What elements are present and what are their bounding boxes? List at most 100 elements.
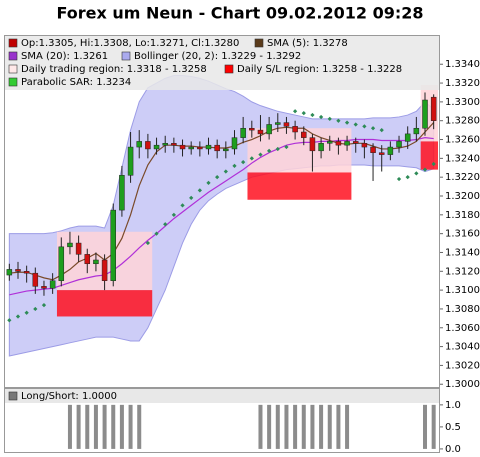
candle-body (301, 131, 307, 138)
candle-body (344, 141, 350, 146)
sar-dot (405, 175, 410, 180)
bar (119, 404, 124, 449)
candle-body (145, 141, 151, 150)
candle-body (249, 127, 255, 131)
sar-dot (145, 240, 151, 246)
legend-swatch (121, 51, 131, 61)
candle-body (430, 96, 437, 121)
candle-body (257, 129, 264, 135)
legend-swatch (254, 38, 264, 48)
legend-background (5, 36, 439, 90)
sl-region (420, 141, 438, 170)
candle-body (197, 146, 203, 150)
y-tick-label: 1.3200 (445, 191, 480, 202)
sar-dot (232, 163, 237, 169)
y-tick-label: 1.3120 (445, 266, 480, 277)
legend-label: Op:1.3305, Hi:1.3308, Lo:1.3271, Cl:1.32… (21, 38, 239, 49)
y-tick-label: 1.3280 (445, 116, 480, 127)
candle-body (93, 259, 99, 265)
bar (345, 404, 350, 449)
y-tick-label: 1.3040 (445, 342, 480, 353)
bar (76, 404, 81, 449)
y-tick-label: 1.3340 (445, 59, 480, 70)
sar-dot (267, 148, 272, 153)
candle-body (378, 152, 385, 155)
sar-dot (275, 146, 280, 152)
bar (319, 404, 324, 449)
legend-label: Bollinger (20, 2): 1.3229 - 1.3292 (134, 51, 301, 62)
sar-dot (189, 195, 194, 201)
sar-dot (154, 231, 159, 236)
candle-body (84, 254, 91, 265)
sar-dot (422, 167, 428, 172)
sar-dot (284, 144, 289, 150)
y-tick-label: 1.3180 (445, 210, 480, 221)
candle-body (283, 122, 290, 127)
bar (258, 404, 263, 449)
candle-body (119, 175, 125, 211)
candle-body (6, 269, 13, 276)
legend-swatch (8, 38, 18, 48)
sar-dot (396, 176, 402, 182)
bar (310, 404, 315, 449)
y-tick-label: 0.5 (445, 422, 461, 433)
sma20-line (9, 137, 434, 296)
y-tick-label: 1.3260 (445, 135, 480, 146)
candle-body (171, 143, 177, 146)
legend-background (5, 389, 439, 403)
y-tick-label: 1.3060 (445, 323, 480, 334)
sar-dot (379, 127, 384, 133)
candle-body (309, 137, 316, 152)
candle-body (396, 141, 402, 148)
bar (67, 404, 72, 449)
y-tick-label: 1.3300 (445, 97, 480, 108)
candle-body (335, 141, 342, 146)
candle-body (266, 124, 272, 135)
y-tick-label: 1.3100 (445, 285, 480, 296)
legend-label: SMA (5): 1.3278 (267, 38, 348, 49)
bar (336, 404, 341, 449)
y-tick-label: 1.0 (445, 400, 461, 411)
bar (128, 404, 133, 449)
sar-dot (431, 161, 436, 167)
candle-body (275, 122, 281, 125)
legend-label: Parabolic SAR: 1.3234 (21, 77, 131, 88)
candle-body (352, 141, 359, 144)
candle-body (101, 259, 108, 281)
bar (301, 404, 306, 449)
candle-body (327, 141, 333, 144)
bar (275, 404, 280, 449)
sar-dot (258, 152, 263, 157)
legend-swatch (8, 64, 18, 74)
legend-swatch (8, 391, 18, 401)
sl-region (247, 172, 352, 200)
candle-body (231, 137, 238, 150)
sar-dot (180, 203, 185, 208)
y-tick-label: 0.0 (445, 444, 461, 455)
bar (111, 404, 116, 449)
legend-swatch (8, 51, 18, 61)
y-tick-label: 1.3000 (445, 379, 480, 390)
candle-body (214, 144, 220, 152)
sar-dot (215, 175, 220, 180)
candle-body (127, 146, 134, 176)
sar-dot (241, 159, 246, 165)
candle-body (75, 242, 82, 255)
candle-body (205, 144, 212, 150)
chart-title: Forex um Neun - Chart 09.02.2012 09:28 (56, 4, 423, 23)
sar-dot (206, 180, 211, 185)
sar-dot (223, 169, 228, 174)
trading-region (247, 128, 352, 173)
bar (137, 404, 142, 449)
legend-label: Daily S/L region: 1.3258 - 1.3228 (237, 64, 402, 75)
candle-body (292, 126, 298, 133)
y-tick-label: 1.3240 (445, 153, 480, 164)
candle-body (110, 209, 116, 281)
bar (102, 404, 107, 449)
bar (267, 404, 272, 449)
sl-region (56, 290, 153, 317)
bar (284, 404, 289, 449)
sar-dot (249, 156, 254, 161)
candle-body (67, 242, 73, 248)
